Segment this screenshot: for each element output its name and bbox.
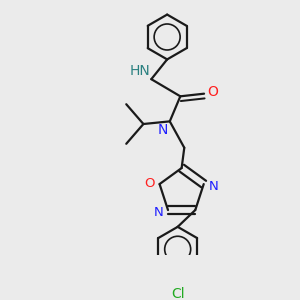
Text: O: O: [144, 176, 155, 190]
Text: N: N: [154, 206, 163, 219]
Text: N: N: [158, 123, 169, 137]
Text: Cl: Cl: [171, 287, 184, 300]
Text: HN: HN: [129, 64, 150, 78]
Text: O: O: [207, 85, 218, 99]
Text: N: N: [208, 180, 218, 193]
